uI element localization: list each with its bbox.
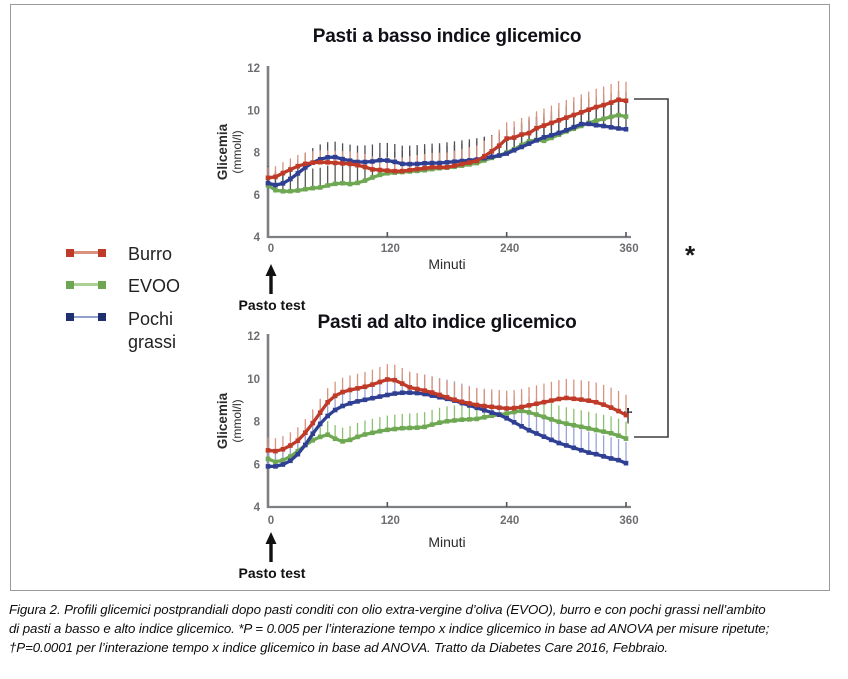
y-axis-label-basso: Glicemia (mmol/l) [200,94,260,210]
y-axis-unit-text: (mmol/l) [229,130,244,174]
legend-item-burro: Burro [66,243,204,266]
burro-line-marker-icon [66,248,106,257]
pochi-grassi-line-marker-icon [66,313,106,322]
evoo-line-marker-icon [66,280,106,289]
chart-title-basso: Pasti a basso indice glicemico [312,26,582,47]
caption-line: Figura 2. Profili glicemici postprandial… [9,602,766,617]
legend-label: Burro [128,244,173,264]
caption-line: †P=0.0001 per l’interazione tempo x indi… [9,640,669,656]
y-axis-label-text: Glicemia [215,123,231,181]
legend-label: EVOO [128,276,181,297]
figure-caption: Figura 2. Profili glicemici postprandial… [9,600,843,657]
legend: Burro EVOO Pochi grassi [66,243,204,364]
y-axis-label-text: Glicemia [215,392,231,450]
x-axis-label-alto: Minuti [428,534,466,550]
significance-star-annotation: * [684,240,696,270]
y-axis-label-alto: Glicemia (mmol/l) [200,363,260,479]
pasto-test-label-basso: Pasto test [238,297,306,313]
legend-item-pochi-grassi: Pochi grassi [66,308,204,355]
legend-label: Pochi grassi [128,308,177,353]
y-axis-unit-text: (mmol/l) [229,399,244,443]
chart-title-alto: Pasti ad alto indice glicemico [317,312,577,333]
x-axis-label-basso: Minuti [428,256,466,272]
legend-item-evoo: EVOO [66,275,204,298]
significance-dagger-annotation: † [622,406,634,427]
pasto-test-label-alto: Pasto test [238,565,306,581]
caption-line: di pasti a basso e alto indice glicemico… [9,621,770,637]
